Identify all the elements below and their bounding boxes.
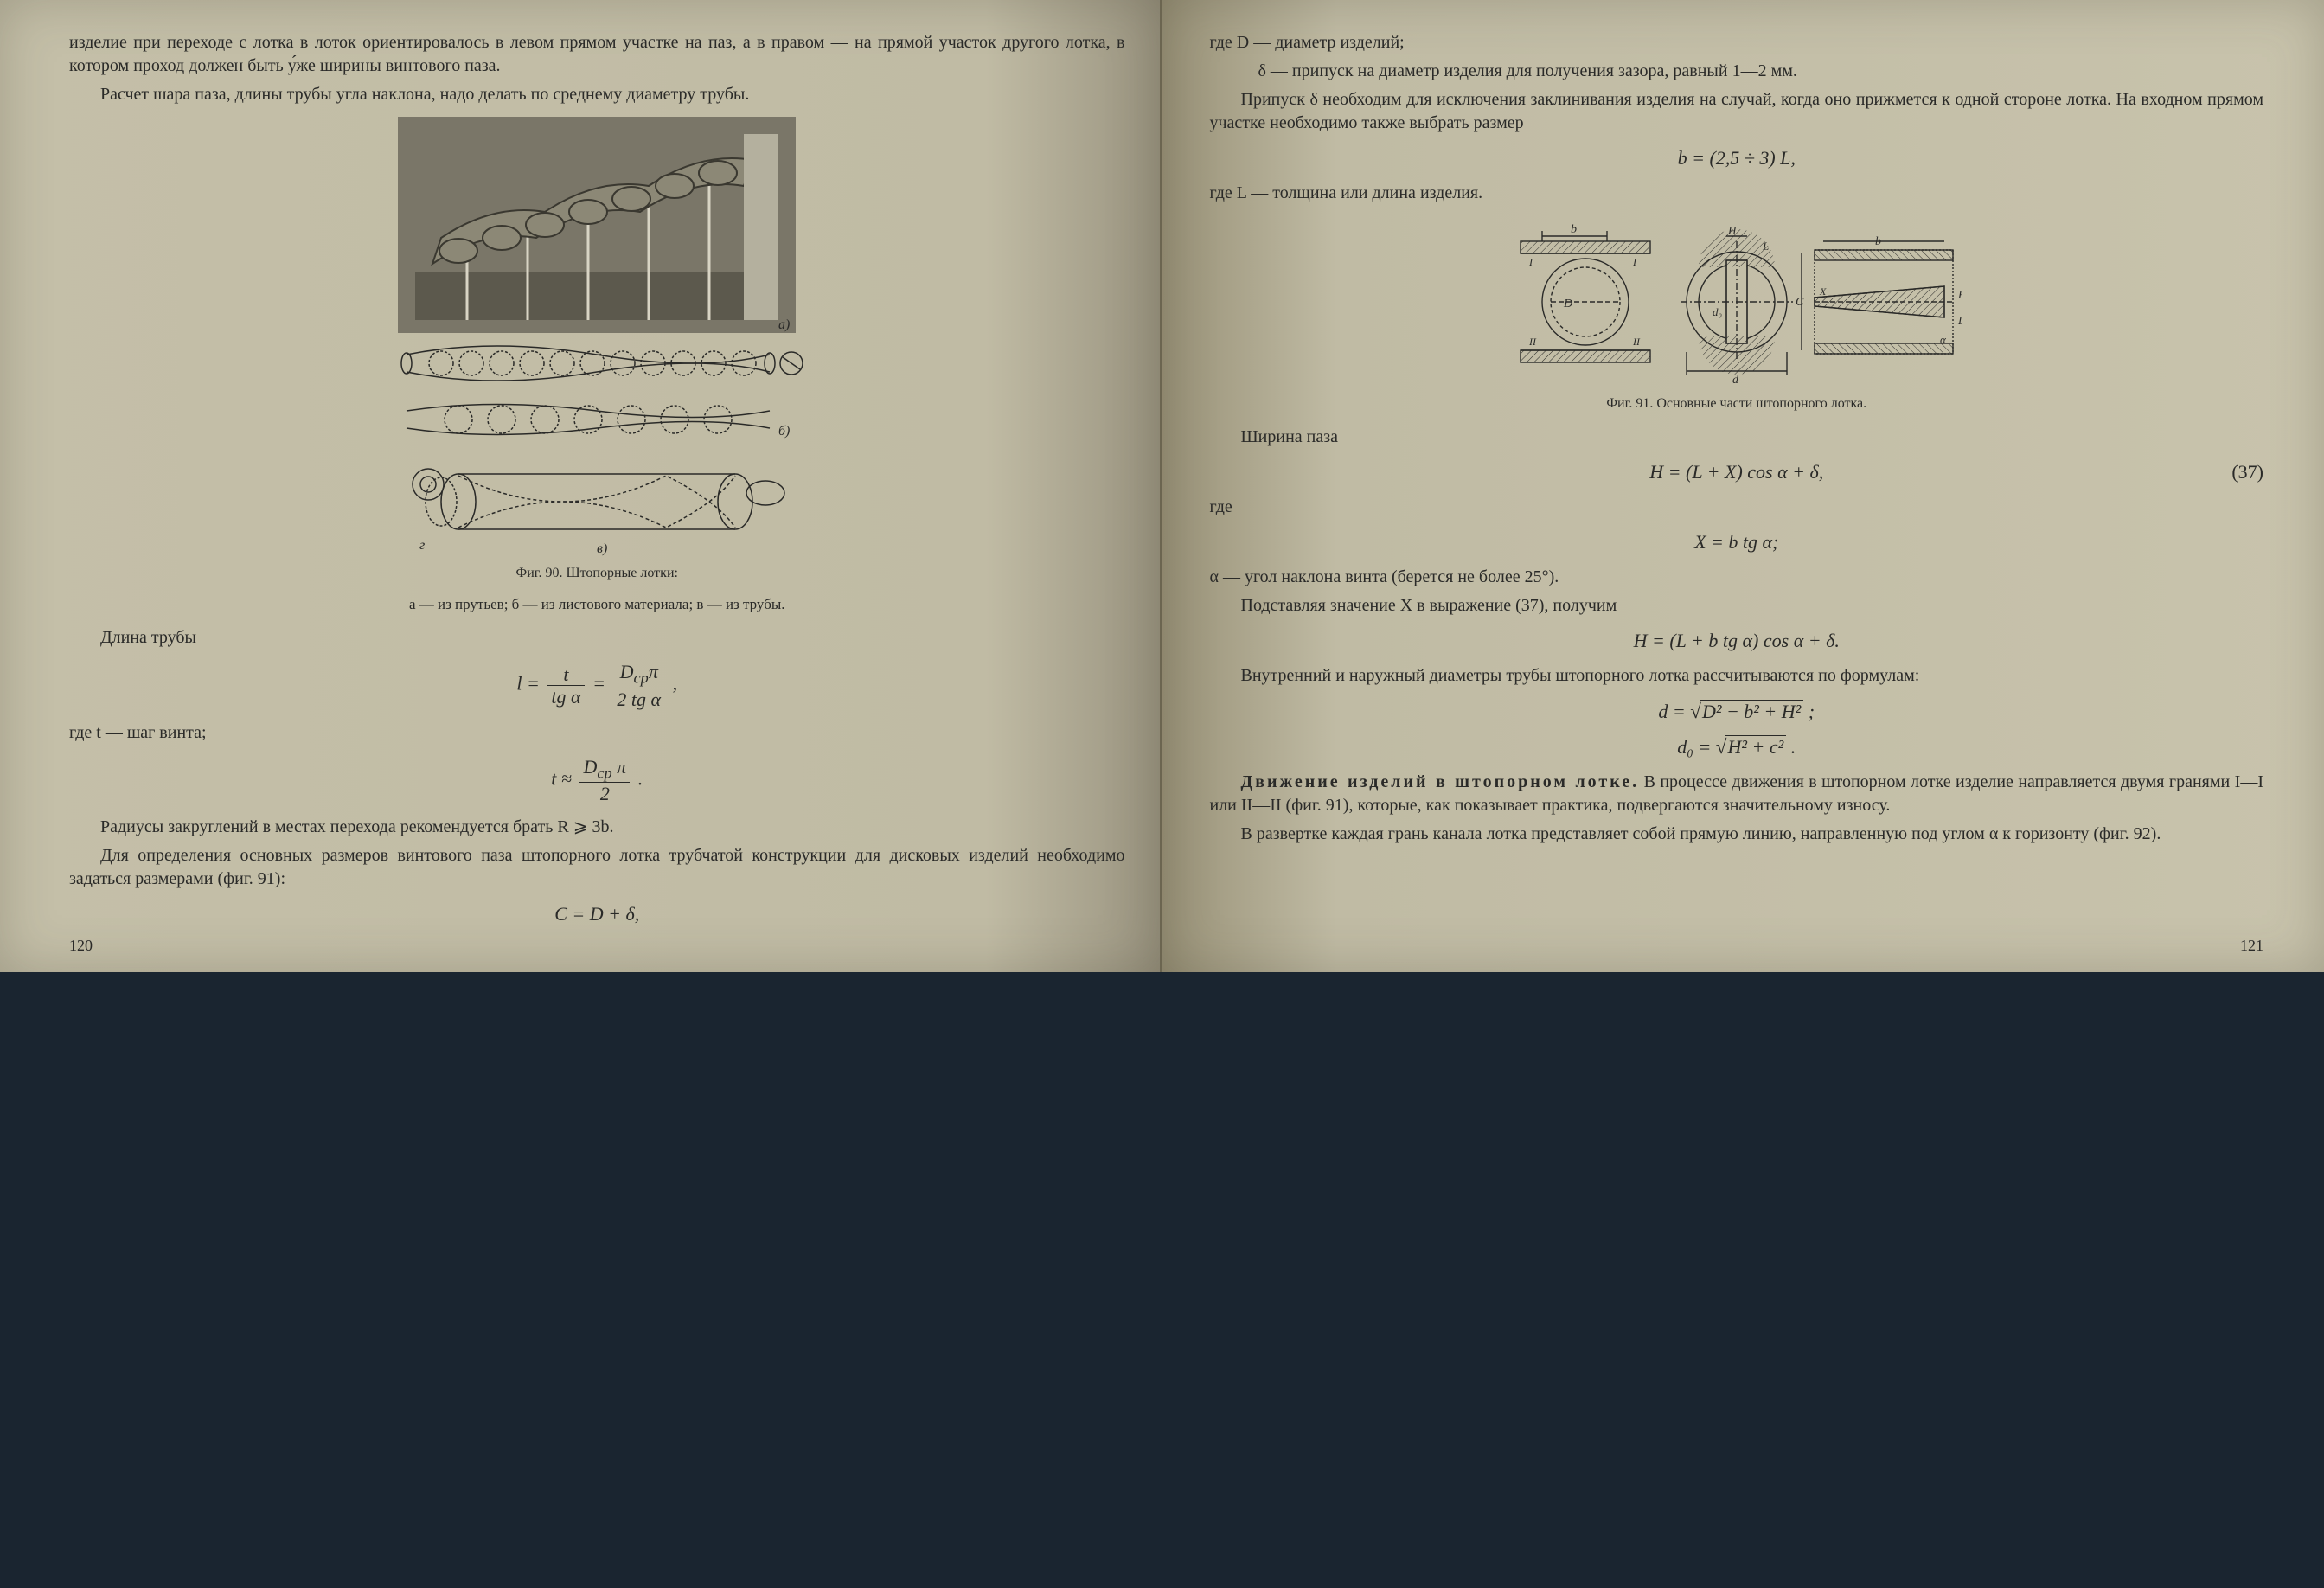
svg-text:II: II	[1528, 336, 1537, 348]
alpha-note: α — угол наклона винта (берется не более…	[1210, 566, 2264, 589]
paragraph-bold-lead: Движение изделий в штопорном лотке. В пр…	[1210, 771, 2264, 817]
left-page: изделие при переходе с лотка в лоток ори…	[0, 0, 1162, 972]
label-dlina-truby: Длина трубы	[69, 626, 1125, 650]
bold-heading: Движение изделий в штопорном лотке.	[1241, 772, 1640, 791]
book-spread: изделие при переходе с лотка в лоток ори…	[0, 0, 2324, 972]
right-page: где D — диаметр изделий; δ — припуск на …	[1162, 0, 2324, 972]
formula-C: C = D + δ,	[69, 903, 1125, 925]
svg-text:б): б)	[778, 424, 790, 439]
paragraph: Расчет шара паза, длины трубы угла накло…	[69, 83, 1125, 106]
formula-d: d = D² − b² + H² ;	[1210, 700, 2264, 723]
svg-text:X: X	[1819, 285, 1827, 298]
fig90-caption-sub: а — из прутьев; б — из листового материа…	[69, 595, 1125, 614]
formula-H: H = (L + X) cos α + δ, (37)	[1210, 461, 2264, 483]
figure-91: b D I I II II d d₀	[1210, 215, 2264, 388]
svg-text:H: H	[1957, 288, 1962, 301]
formula-t: t ≈ Dср π2 .	[69, 757, 1125, 804]
svg-text:b: b	[1571, 223, 1577, 236]
paragraph: Припуск δ необходим для исключения закли…	[1210, 88, 2264, 135]
formula-H-text: H = (L + X) cos α + δ,	[1649, 461, 1823, 483]
page-number: 120	[69, 937, 93, 955]
formula-b: b = (2,5 ÷ 3) L,	[1210, 147, 2264, 170]
svg-text:L: L	[1957, 314, 1962, 327]
svg-text:D: D	[1563, 298, 1572, 311]
svg-text:d: d	[1732, 374, 1739, 387]
svg-text:а): а)	[778, 317, 790, 332]
where: где	[1210, 496, 2264, 519]
where-t: где t — шаг винта;	[69, 721, 1125, 745]
svg-text:I: I	[1632, 256, 1637, 268]
page-number: 121	[2240, 937, 2263, 955]
paragraph: В развертке каждая грань канала лотка пр…	[1210, 823, 2264, 846]
svg-text:II: II	[1632, 336, 1641, 348]
svg-text:d₀: d₀	[1713, 305, 1722, 318]
formula-X: X = b tg α;	[1210, 531, 2264, 554]
fig91-diagram: b D I I II II d d₀	[1512, 215, 1962, 388]
where-L: где L — толщина или длина изделия.	[1210, 182, 2264, 205]
paragraph: Для определения основных размеров винтов…	[69, 844, 1125, 891]
label-shirina-paza: Ширина паза	[1210, 426, 2264, 449]
svg-text:α: α	[1940, 333, 1947, 346]
formula-H2: H = (L + b tg α) cos α + δ.	[1210, 630, 2264, 652]
paragraph: изделие при переходе с лотка в лоток ори…	[69, 31, 1125, 78]
equation-number: (37)	[2231, 461, 2263, 483]
fig90-bvg-drawing: б) г в)	[389, 333, 804, 558]
svg-text:г: г	[419, 538, 425, 553]
svg-text:C: C	[1796, 296, 1804, 309]
paragraph: Радиусы закруглений в местах перехода ре…	[69, 816, 1125, 839]
formula-d0: d₀ = H² + c² .	[1210, 735, 2264, 759]
where-delta: δ — припуск на диаметр изделия для получ…	[1210, 60, 2264, 83]
fig90-a-illustration: а)	[398, 117, 796, 333]
fig91-caption: Фиг. 91. Основные части штопорного лотка…	[1210, 395, 2264, 413]
formula-l: l = ttg α = Dсрπ2 tg α ,	[69, 662, 1125, 709]
svg-text:I: I	[1528, 256, 1533, 268]
paragraph: Внутренний и наружный диаметры трубы што…	[1210, 664, 2264, 688]
figure-90: а)	[69, 117, 1125, 558]
where-D: где D — диаметр изделий;	[1210, 31, 2264, 54]
paragraph: Подставляя значение X в выражение (37), …	[1210, 594, 2264, 618]
fig90-caption-title: Фиг. 90. Штопорные лотки:	[69, 565, 1125, 583]
svg-text:в): в)	[597, 541, 607, 556]
